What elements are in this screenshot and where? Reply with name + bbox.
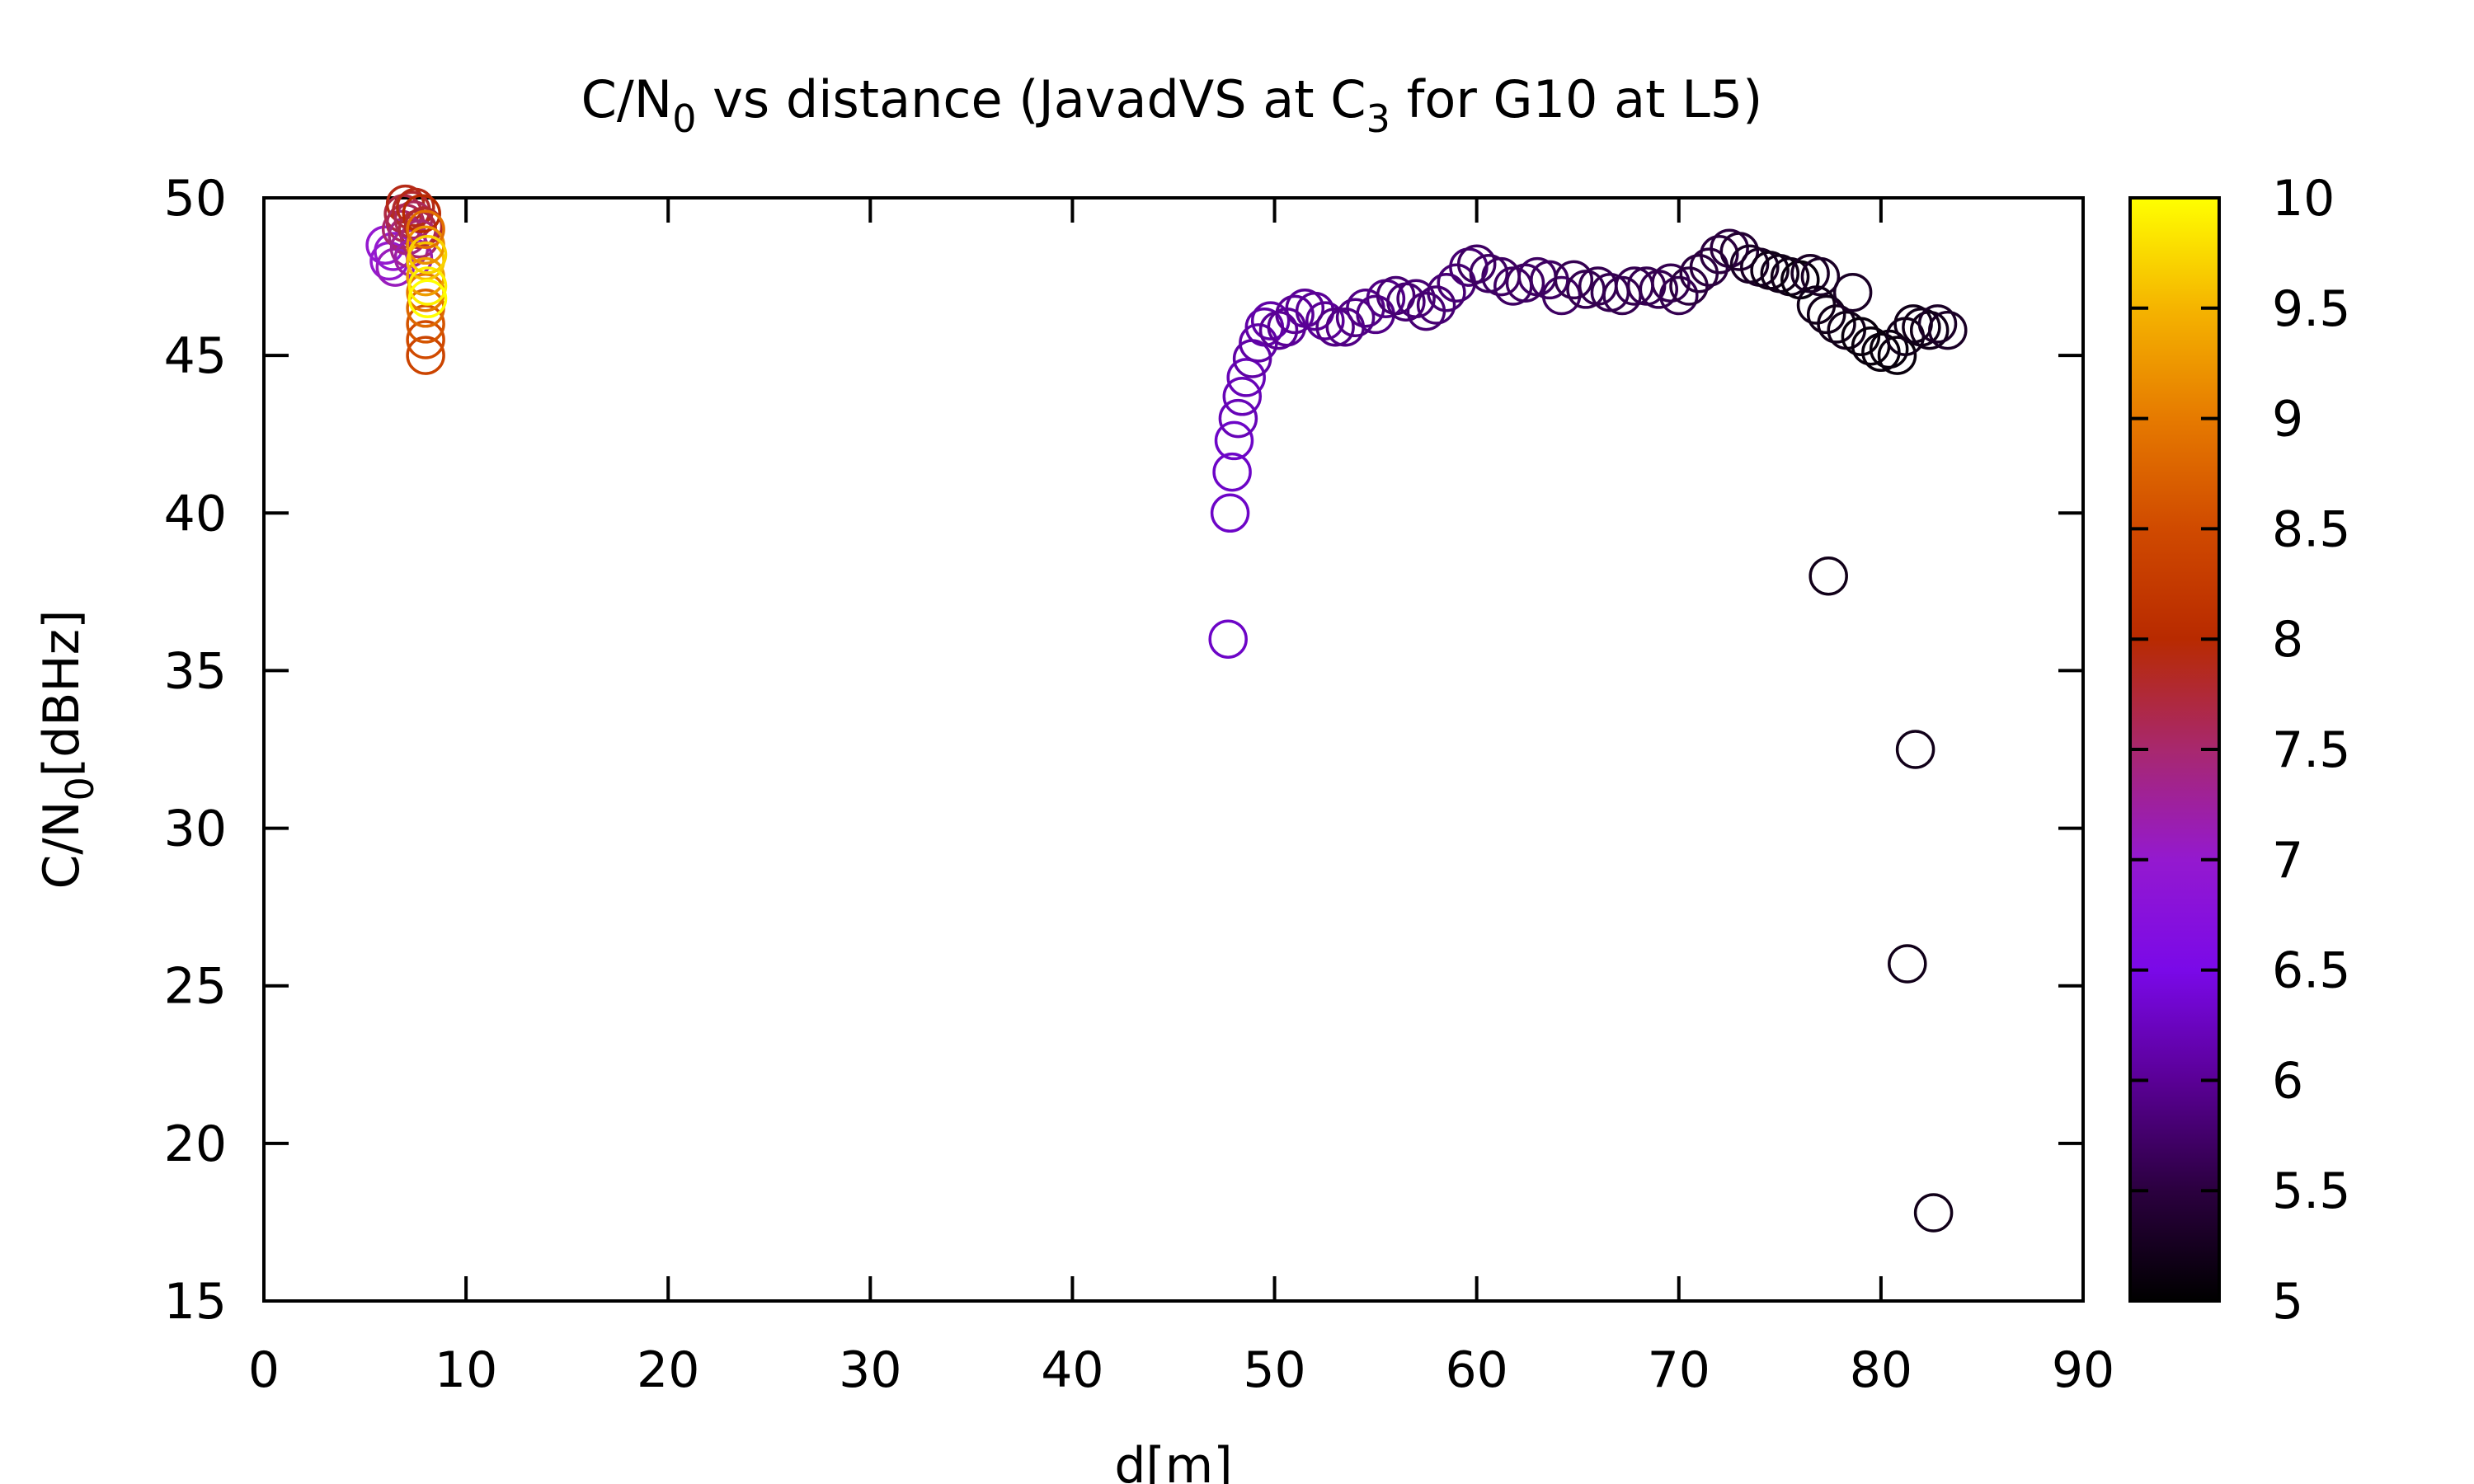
data-point (1888, 944, 1927, 984)
data-point (1917, 304, 1958, 344)
y-axis: 15 20 25 30 35 40 45 50 (164, 170, 2083, 1331)
x-tick-label: 0 (248, 1341, 280, 1399)
data-point (1218, 398, 1258, 439)
data-point (1659, 275, 1699, 316)
x-tick-label: 90 (2052, 1341, 2114, 1399)
colorbar-tick-label: 6 (2272, 1052, 2303, 1110)
x-axis-label: d[m] (1114, 1437, 1232, 1484)
y-tick-label: 40 (164, 485, 227, 542)
colorbar-tick-label: 10 (2272, 170, 2335, 228)
data-point (402, 194, 441, 233)
data-point (396, 187, 435, 228)
data-point (1305, 301, 1345, 340)
data-point (1376, 275, 1416, 316)
data-point (1700, 235, 1739, 275)
chart-title: C/N0 vs distance (JavadVS at C3 for G10 … (581, 69, 1763, 141)
data-point (1210, 493, 1250, 533)
data-point (1222, 377, 1263, 416)
data-point (1517, 256, 1557, 297)
colorbar-ticks: 5 5.5 6 6.5 7 7.5 8 8.5 9 9.5 10 (2130, 170, 2350, 1331)
data-point (406, 320, 445, 359)
data-point (1554, 260, 1594, 300)
data-point (1913, 1193, 1954, 1233)
data-point (1456, 244, 1497, 284)
plot-area-frame (262, 196, 2085, 1303)
data-point (1208, 619, 1248, 659)
data-point (1841, 317, 1881, 356)
data-point (1817, 304, 1856, 344)
data-point (406, 209, 445, 249)
data-point (406, 336, 445, 375)
data-point (1800, 256, 1841, 297)
x-tick-label: 20 (637, 1341, 699, 1399)
data-point (407, 279, 448, 319)
data-point (1226, 358, 1266, 397)
data-point (1295, 291, 1335, 331)
data-point (1590, 272, 1630, 312)
x-tick-label: 80 (1850, 1341, 1912, 1399)
data-point (1808, 556, 1848, 596)
x-tick-label: 60 (1445, 1341, 1507, 1399)
colorbar-tick-label: 6.5 (2272, 942, 2350, 1000)
data-point (1651, 263, 1691, 303)
colorbar-tick-label: 7 (2272, 832, 2303, 890)
colorbar-tick-label: 7.5 (2272, 721, 2350, 779)
data-point (1895, 730, 1935, 769)
x-tick-label: 30 (839, 1341, 901, 1399)
data-point (1212, 452, 1252, 492)
data-point (1602, 275, 1642, 316)
data-point (1541, 275, 1582, 316)
y-tick-label: 20 (164, 1115, 227, 1173)
colorbar-tick-label: 8 (2272, 611, 2303, 669)
data-point (1427, 272, 1466, 312)
y-tick-label: 45 (164, 327, 227, 385)
colorbar-tick-label: 5.5 (2272, 1162, 2350, 1220)
data-series (365, 184, 1968, 1233)
y-tick-label: 15 (164, 1273, 227, 1331)
x-tick-label: 50 (1243, 1341, 1305, 1399)
data-point (1437, 263, 1476, 303)
data-point (1719, 232, 1760, 271)
data-point (1832, 272, 1873, 312)
data-point (1416, 285, 1456, 325)
y-tick-label: 35 (164, 642, 227, 700)
data-point (1796, 285, 1837, 325)
data-point (1909, 310, 1950, 350)
data-point (407, 266, 448, 306)
y-axis-label: C/N0[dBHz] (33, 610, 102, 890)
data-point (1335, 298, 1376, 338)
data-point (1315, 307, 1355, 347)
colorbar-tick-label: 5 (2272, 1273, 2303, 1331)
data-point (407, 235, 448, 275)
data-point (1250, 301, 1291, 340)
data-point (1214, 420, 1254, 461)
colorbar-tick-label: 9 (2272, 391, 2303, 448)
x-tick-label: 70 (1648, 1341, 1710, 1399)
data-point (406, 304, 445, 344)
colorbar-tick-label: 9.5 (2272, 280, 2350, 338)
data-point (1566, 270, 1606, 309)
colorbar-tick-label: 8.5 (2272, 500, 2350, 558)
x-axis: 0 10 20 30 40 50 60 70 80 90 (248, 198, 2114, 1399)
x-tick-label: 10 (435, 1341, 497, 1399)
x-tick-label: 40 (1041, 1341, 1103, 1399)
data-point (1928, 310, 1968, 350)
data-point (1877, 336, 1917, 375)
data-point (1806, 294, 1846, 335)
data-point (403, 206, 444, 247)
y-tick-label: 30 (164, 801, 227, 858)
data-point (1396, 279, 1436, 319)
data-point (1275, 294, 1315, 335)
y-tick-label: 50 (164, 170, 227, 228)
y-tick-label: 25 (164, 958, 227, 1016)
